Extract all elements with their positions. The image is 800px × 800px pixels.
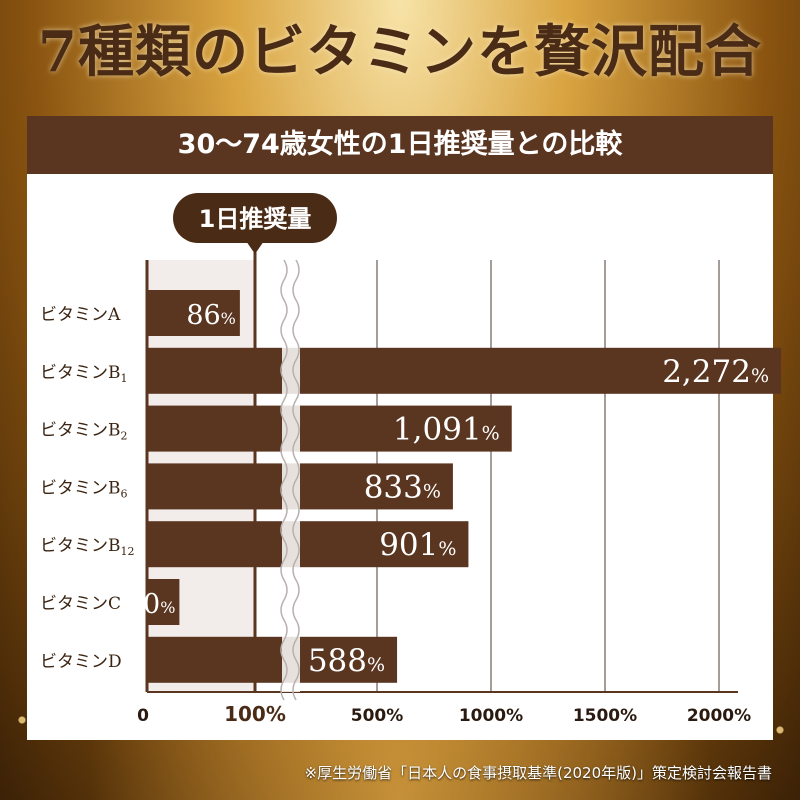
value-unit-6: % xyxy=(160,598,175,617)
bar-1 xyxy=(147,290,240,336)
category-subscript-4: 6 xyxy=(121,487,128,500)
x-tick-label-3: 500% xyxy=(351,706,404,726)
page-title: 7種類のビタミンを贅沢配合 xyxy=(38,19,762,85)
category-label-1: ビタミンA xyxy=(40,305,121,325)
bar-6 xyxy=(147,579,180,625)
value-unit-7: % xyxy=(367,654,385,676)
bar-2 xyxy=(147,347,782,394)
value-unit-5: % xyxy=(438,538,456,560)
bar-5 xyxy=(147,521,469,568)
x-tick-label-5: 1500% xyxy=(573,706,637,726)
x-tick-label-6: 2000% xyxy=(687,706,751,726)
x-tick-label-4: 1000% xyxy=(459,706,523,726)
axis-break-line-right xyxy=(292,259,300,701)
axis-break-line-left xyxy=(280,259,288,701)
reference-callout-pointer xyxy=(246,241,264,254)
value-unit-3: % xyxy=(482,423,500,445)
category-label-3: ビタミンB2 xyxy=(40,421,128,443)
bar-7 xyxy=(147,636,398,683)
value-unit-1: % xyxy=(221,309,236,328)
category-label-2: ビタミンB1 xyxy=(40,363,128,385)
category-label-6: ビタミンC xyxy=(40,594,121,614)
bar-3 xyxy=(147,405,512,452)
value-label-6: 30% xyxy=(126,589,176,620)
x-tick-label-1: 0 xyxy=(137,706,149,726)
reference-callout-label: 1日推奨量 xyxy=(199,205,312,233)
category-subscript-5: 12 xyxy=(121,545,135,558)
category-subscript-2: 1 xyxy=(121,372,128,385)
source-note: ※厚生労働省「日本人の食事摂取基準(2020年版)」策定検討会報告書 xyxy=(304,764,772,782)
value-unit-4: % xyxy=(423,480,441,502)
category-label-4: ビタミンB6 xyxy=(40,478,128,500)
chart-subtitle: 30〜74歳女性の1日推奨量との比較 xyxy=(27,116,773,174)
category-label-5: ビタミンB12 xyxy=(40,536,135,558)
value-unit-2: % xyxy=(751,365,769,387)
x-tick-label-2: 100% xyxy=(224,702,286,726)
reference-callout-box xyxy=(173,193,337,243)
category-label-7: ビタミンD xyxy=(40,652,122,672)
category-subscript-3: 2 xyxy=(121,430,128,443)
